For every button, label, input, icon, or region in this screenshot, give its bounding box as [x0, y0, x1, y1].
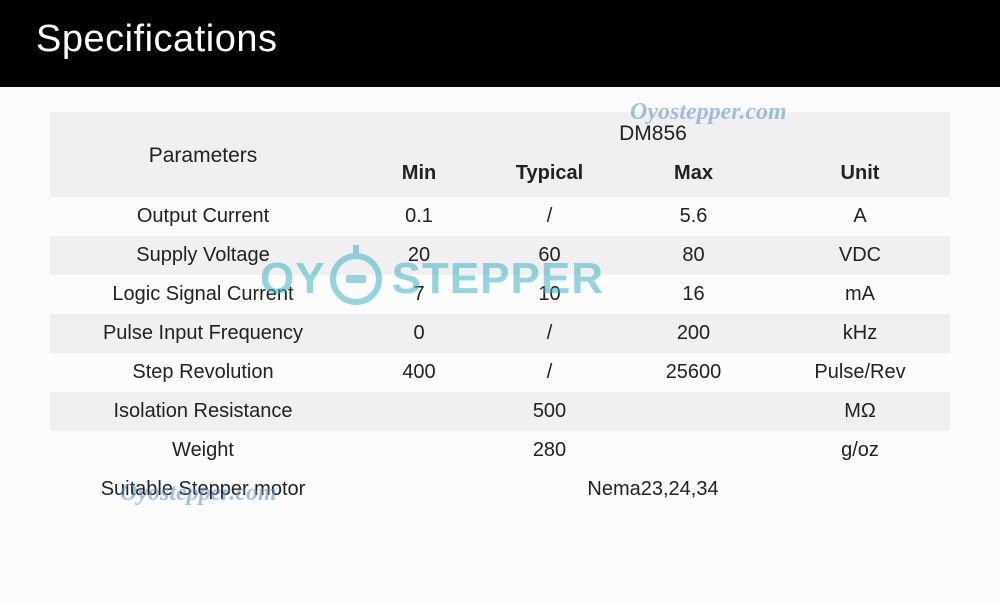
table-row: Suitable Stepper motorNema23,24,34	[50, 470, 950, 509]
cell-parameter: Isolation Resistance	[50, 392, 356, 431]
cell-max: 25600	[617, 353, 770, 392]
cell-parameter: Supply Voltage	[50, 236, 356, 275]
page-title: Specifications	[36, 18, 964, 61]
header-bar: Specifications	[0, 0, 1000, 87]
cell-parameter: Suitable Stepper motor	[50, 470, 356, 509]
table-header: Parameters DM856 Min Typical Max Unit	[50, 112, 950, 197]
cell-unit: g/oz	[770, 431, 950, 470]
cell-min	[356, 392, 482, 431]
header-model: DM856	[356, 112, 950, 154]
cell-min: 7	[356, 275, 482, 314]
cell-max: 80	[617, 236, 770, 275]
cell-unit: VDC	[770, 236, 950, 275]
table-row: Weight 280 g/oz	[50, 431, 950, 470]
table-row: Output Current0.1/5.6A	[50, 197, 950, 236]
header-typical: Typical	[482, 154, 617, 197]
table-row: Logic Signal Current71016mA	[50, 275, 950, 314]
table-row: Supply Voltage206080VDC	[50, 236, 950, 275]
specifications-table: Parameters DM856 Min Typical Max Unit Ou…	[50, 112, 950, 509]
cell-unit: mA	[770, 275, 950, 314]
specifications-section: Oyostepper.com OY STEPPER Oyostepper.com…	[0, 87, 1000, 509]
header-min: Min	[356, 154, 482, 197]
cell-min: 0	[356, 314, 482, 353]
cell-parameter: Step Revolution	[50, 353, 356, 392]
cell-parameter: Weight	[50, 431, 356, 470]
table-row: Step Revolution400/25600Pulse/Rev	[50, 353, 950, 392]
table-row: Isolation Resistance 500 MΩ	[50, 392, 950, 431]
cell-min	[356, 431, 482, 470]
table-row: Pulse Input Frequency0/200kHz	[50, 314, 950, 353]
cell-unit: kHz	[770, 314, 950, 353]
header-max: Max	[617, 154, 770, 197]
cell-min: 20	[356, 236, 482, 275]
cell-max: 200	[617, 314, 770, 353]
cell-max	[617, 431, 770, 470]
cell-unit: MΩ	[770, 392, 950, 431]
cell-max: 5.6	[617, 197, 770, 236]
cell-min: 400	[356, 353, 482, 392]
cell-unit: Pulse/Rev	[770, 353, 950, 392]
cell-merged-value: Nema23,24,34	[356, 470, 950, 509]
cell-typical: 500	[482, 392, 617, 431]
header-parameters: Parameters	[50, 112, 356, 197]
cell-typical: 10	[482, 275, 617, 314]
cell-max	[617, 392, 770, 431]
cell-typical: /	[482, 197, 617, 236]
cell-typical: 280	[482, 431, 617, 470]
cell-unit: A	[770, 197, 950, 236]
cell-parameter: Logic Signal Current	[50, 275, 356, 314]
cell-parameter: Output Current	[50, 197, 356, 236]
header-unit: Unit	[770, 154, 950, 197]
cell-min: 0.1	[356, 197, 482, 236]
table-body: Output Current0.1/5.6ASupply Voltage2060…	[50, 197, 950, 509]
cell-max: 16	[617, 275, 770, 314]
cell-typical: /	[482, 314, 617, 353]
cell-typical: /	[482, 353, 617, 392]
cell-typical: 60	[482, 236, 617, 275]
cell-parameter: Pulse Input Frequency	[50, 314, 356, 353]
